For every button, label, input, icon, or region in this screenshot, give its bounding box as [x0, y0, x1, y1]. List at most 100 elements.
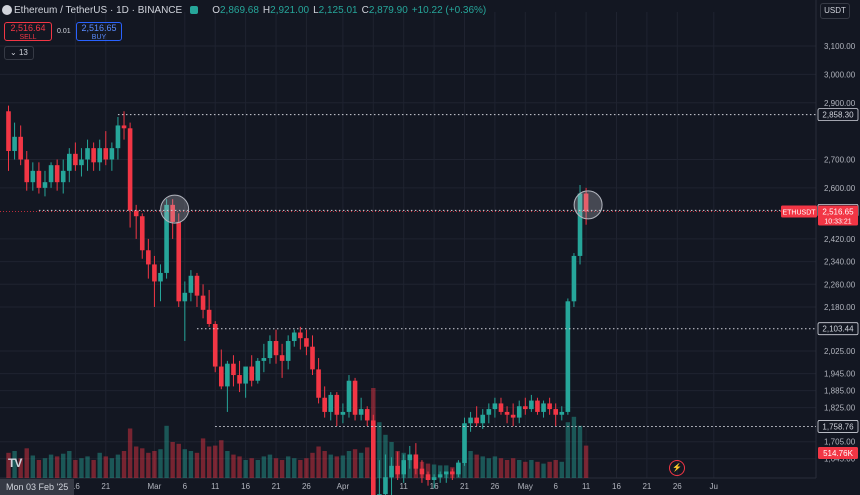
candle-body[interactable] — [443, 471, 449, 475]
candle-body[interactable] — [358, 409, 364, 415]
candle-body[interactable] — [516, 406, 522, 418]
candle-body[interactable] — [340, 411, 346, 415]
sell-button[interactable]: 2,516.64 SELL — [4, 22, 52, 41]
candle-body[interactable] — [67, 153, 72, 171]
candle-body[interactable] — [541, 403, 546, 412]
candle-body[interactable] — [285, 341, 291, 361]
candle-body[interactable] — [565, 301, 571, 412]
candle-body[interactable] — [401, 460, 406, 475]
candle-body[interactable] — [583, 193, 589, 212]
candle-body[interactable] — [237, 375, 242, 384]
candle-body[interactable] — [30, 170, 36, 183]
candle-body[interactable] — [291, 332, 297, 342]
candle-body[interactable] — [419, 468, 425, 475]
candle-body[interactable] — [547, 403, 552, 410]
candle-body[interactable] — [182, 292, 188, 302]
buy-button[interactable]: 2,516.65 BUY — [76, 22, 122, 41]
candle-body[interactable] — [450, 471, 455, 475]
candle-body[interactable] — [139, 216, 145, 251]
candle-body[interactable] — [498, 403, 504, 412]
candle-body[interactable] — [431, 477, 437, 480]
candle-body[interactable] — [352, 380, 358, 415]
candle-body[interactable] — [364, 409, 370, 421]
candle-body[interactable] — [510, 414, 516, 418]
candle-body[interactable] — [42, 182, 48, 188]
candle-body[interactable] — [492, 403, 498, 410]
candle-body[interactable] — [322, 397, 327, 412]
candle-body[interactable] — [109, 148, 115, 160]
lightning-icon[interactable]: ⚡ — [669, 460, 685, 476]
highlight-circle[interactable] — [160, 194, 190, 224]
candle-body[interactable] — [413, 454, 419, 469]
candle-body[interactable] — [127, 128, 133, 211]
candle-body[interactable] — [334, 394, 340, 415]
candle-body[interactable] — [425, 474, 431, 480]
currency-selector[interactable]: USDT — [820, 3, 850, 19]
candle-body[interactable] — [24, 159, 30, 183]
candle-body[interactable] — [255, 360, 261, 381]
candle-body[interactable] — [474, 417, 479, 424]
candle-body[interactable] — [121, 125, 127, 129]
candle-body[interactable] — [389, 465, 394, 478]
candle-body[interactable] — [79, 159, 84, 166]
candle-body[interactable] — [535, 400, 540, 412]
candle-body[interactable] — [298, 332, 303, 339]
candle-body[interactable] — [219, 366, 224, 387]
candle-body[interactable] — [73, 153, 78, 166]
candle-body[interactable] — [504, 411, 510, 415]
candle-body[interactable] — [176, 221, 182, 302]
candle-body[interactable] — [316, 369, 321, 398]
candle-body[interactable] — [18, 136, 23, 160]
candle-body[interactable] — [133, 210, 139, 217]
candle-body[interactable] — [523, 406, 528, 410]
candle-body[interactable] — [206, 309, 212, 324]
candle-body[interactable] — [243, 366, 248, 384]
candle-body[interactable] — [85, 148, 90, 160]
highlight-circle[interactable] — [573, 190, 603, 220]
candle-body[interactable] — [170, 204, 175, 222]
candle-body[interactable] — [437, 474, 443, 478]
candle-body[interactable] — [529, 400, 534, 410]
indicators-toggle[interactable]: ⌄ 13 — [4, 46, 34, 60]
candle-body[interactable] — [273, 341, 279, 356]
candle-body[interactable] — [164, 204, 169, 273]
candle-body[interactable] — [456, 462, 461, 475]
candle-body[interactable] — [267, 341, 273, 359]
candle-body[interactable] — [383, 477, 388, 495]
candle-body[interactable] — [212, 324, 218, 367]
candle-body[interactable] — [12, 136, 17, 151]
symbol-title[interactable]: Ethereum / TetherUS · 1D · BINANCE — [14, 4, 183, 16]
candle-body[interactable] — [54, 165, 60, 183]
candle-body[interactable] — [468, 417, 473, 424]
candle-body[interactable] — [395, 465, 400, 475]
candle-body[interactable] — [194, 275, 200, 296]
candle-body[interactable] — [571, 255, 577, 302]
candle-body[interactable] — [146, 250, 151, 265]
price-axis[interactable] — [816, 0, 860, 495]
candle-body[interactable] — [486, 409, 492, 415]
candle-body[interactable] — [91, 148, 96, 163]
candle-body[interactable] — [577, 193, 583, 256]
candle-body[interactable] — [371, 420, 376, 495]
candle-body[interactable] — [279, 355, 285, 361]
candle-body[interactable] — [249, 366, 254, 381]
candle-body[interactable] — [36, 170, 42, 188]
candle-body[interactable] — [103, 148, 109, 160]
candle-body[interactable] — [60, 170, 66, 183]
candle-body[interactable] — [225, 363, 230, 387]
candle-body[interactable] — [480, 414, 486, 424]
candle-body[interactable] — [231, 363, 236, 376]
candle-body[interactable] — [97, 148, 102, 163]
candle-body[interactable] — [304, 338, 309, 347]
candle-body[interactable] — [559, 411, 565, 415]
candle-body[interactable] — [310, 346, 315, 370]
candle-body[interactable] — [158, 272, 163, 282]
candle-body[interactable] — [115, 125, 121, 149]
candle-body[interactable] — [346, 380, 352, 412]
candle-body[interactable] — [48, 165, 54, 183]
candle-body[interactable] — [407, 454, 413, 461]
candle-body[interactable] — [6, 111, 11, 151]
candle-body[interactable] — [200, 295, 206, 310]
candle-body[interactable] — [188, 275, 194, 293]
